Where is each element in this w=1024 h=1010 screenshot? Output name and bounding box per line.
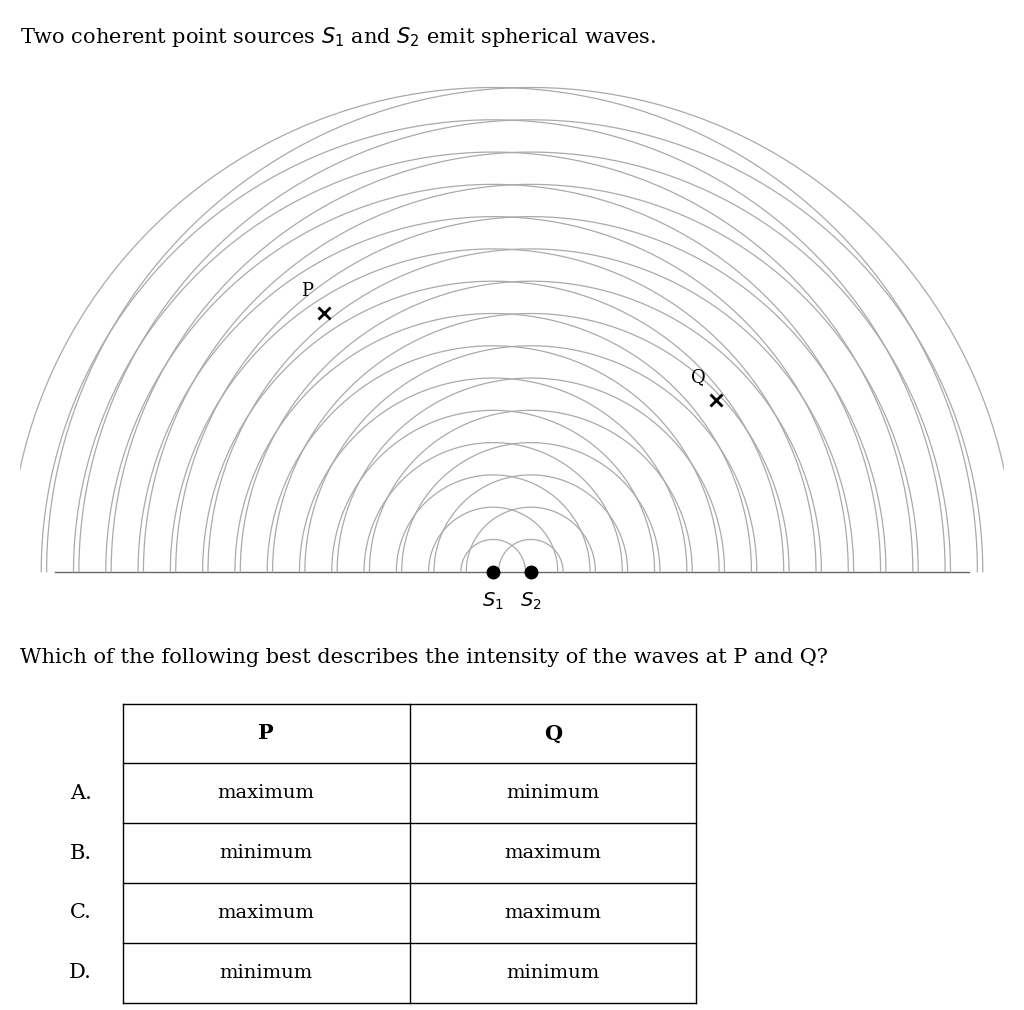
Text: $S_1$: $S_1$	[482, 591, 504, 612]
Text: minimum: minimum	[219, 964, 313, 982]
Text: Q: Q	[544, 723, 562, 743]
Text: Two coherent point sources $S_1$ and $S_2$ emit spherical waves.: Two coherent point sources $S_1$ and $S_…	[20, 25, 656, 49]
Text: maximum: maximum	[505, 844, 601, 863]
Text: minimum: minimum	[506, 784, 600, 802]
Text: maximum: maximum	[505, 904, 601, 922]
Text: P: P	[301, 282, 313, 300]
Text: maximum: maximum	[218, 904, 314, 922]
Text: minimum: minimum	[219, 844, 313, 863]
Text: A.: A.	[71, 784, 92, 803]
Text: maximum: maximum	[218, 784, 314, 802]
Text: $S_2$: $S_2$	[520, 591, 542, 612]
Text: minimum: minimum	[506, 964, 600, 982]
Text: P: P	[258, 723, 274, 743]
Text: Which of the following best describes the intensity of the waves at P and Q?: Which of the following best describes th…	[20, 647, 828, 667]
Text: Q: Q	[691, 368, 706, 386]
Text: C.: C.	[71, 903, 92, 922]
Text: D.: D.	[70, 964, 92, 982]
Text: B.: B.	[70, 843, 92, 863]
